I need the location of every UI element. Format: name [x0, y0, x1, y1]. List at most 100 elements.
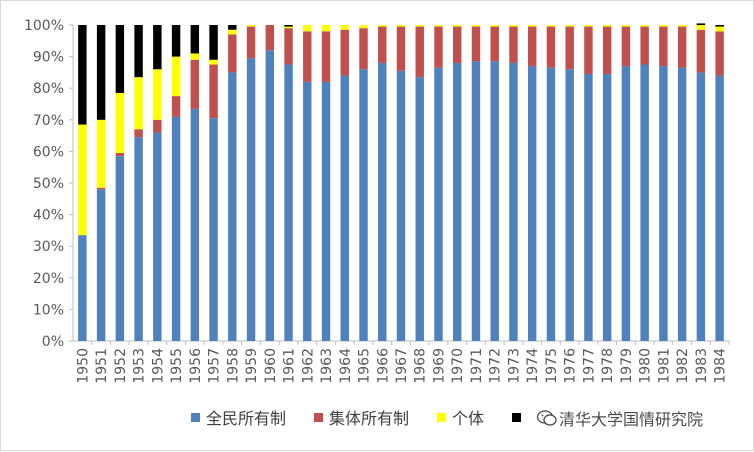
bar-segment — [190, 25, 200, 54]
y-tick-label: 90% — [33, 50, 64, 66]
bar-segment — [527, 26, 537, 67]
bar-segment — [415, 77, 424, 341]
bar-segment — [434, 26, 443, 68]
bar-segment — [584, 73, 593, 341]
bar-segment — [284, 25, 293, 27]
bar-segment — [546, 26, 556, 68]
x-tick-label: 1955 — [169, 348, 185, 384]
bar-segment — [677, 26, 687, 68]
bar-segment — [715, 25, 724, 27]
bar-segment — [171, 96, 181, 117]
bar-segment — [359, 69, 368, 342]
bar-segment — [134, 129, 143, 138]
x-tick-label: 1975 — [544, 348, 560, 384]
bar-segment — [602, 25, 612, 27]
bar-segment — [527, 25, 537, 27]
watermark-text: 清华大学国情研究院 — [559, 410, 704, 429]
bar-segment — [471, 26, 481, 62]
bar-segment — [228, 29, 237, 35]
legend-item-collective: 集体所有制 — [314, 405, 409, 429]
x-tick-label: 1982 — [675, 348, 691, 384]
legend-swatch — [437, 412, 447, 422]
x-tick-label: 1966 — [375, 348, 391, 384]
bar-segment — [246, 26, 256, 59]
legend-label: 集体所有制 — [329, 409, 410, 428]
bar-segment — [621, 66, 631, 341]
bar-segment — [96, 189, 106, 341]
x-tick-label: 1954 — [150, 348, 166, 384]
bar-segment — [415, 26, 424, 78]
bar-segment — [490, 26, 499, 62]
bar-segment — [677, 67, 687, 341]
bar-segment — [509, 62, 518, 342]
bar-segment — [303, 31, 312, 82]
bar-segment — [696, 72, 706, 342]
x-tick-label: 1964 — [338, 348, 354, 384]
bar-segment — [546, 25, 556, 27]
x-tick-label: 1971 — [469, 348, 485, 384]
bar-segment — [434, 67, 443, 341]
bar-segment — [153, 25, 162, 70]
x-tick-label: 1983 — [694, 348, 710, 384]
bar-segment — [584, 25, 593, 27]
bar-segment — [265, 25, 275, 51]
bar-segment — [228, 25, 237, 30]
x-tick-label: 1965 — [357, 348, 373, 384]
bar-segment — [209, 25, 218, 60]
bar-segment — [190, 108, 200, 342]
watermark: 清华大学国情研究院 — [537, 406, 703, 430]
bar-segment — [171, 25, 181, 57]
x-tick-label: 1979 — [619, 348, 635, 384]
bar-segment — [246, 58, 256, 342]
bar-segment — [396, 25, 406, 27]
bar-segment — [359, 25, 368, 29]
legend-swatch — [512, 412, 522, 422]
x-tick-label: 1951 — [94, 348, 110, 384]
bar-segment — [190, 59, 200, 109]
legend: 全民所有制 集体所有制 个体 — [191, 405, 555, 429]
bar-segment — [396, 26, 406, 71]
legend-label: 全民所有制 — [206, 409, 287, 428]
bar-segment — [621, 26, 631, 67]
bar-segment — [602, 26, 612, 74]
y-tick-label: 10% — [33, 302, 64, 318]
bar-segment — [659, 26, 668, 67]
bar-segment — [190, 53, 200, 60]
x-tick-label: 1973 — [506, 348, 522, 384]
x-tick-label: 1984 — [713, 348, 729, 384]
bar-segment — [134, 77, 143, 130]
x-tick-label: 1959 — [244, 348, 260, 384]
x-tick-label: 1974 — [525, 348, 541, 384]
bar-segment — [115, 25, 125, 93]
bar-segment — [321, 81, 331, 341]
bar-segment — [265, 50, 275, 341]
bar-segment — [153, 119, 162, 133]
bar-segment — [640, 25, 649, 27]
bar-segment — [696, 23, 706, 25]
bar-segment — [565, 25, 574, 27]
x-tick-label: 1956 — [188, 348, 204, 384]
bar-segment — [340, 25, 349, 30]
legend-swatch — [314, 412, 324, 422]
bar-segment — [453, 62, 462, 342]
legend-swatch — [191, 412, 200, 422]
y-tick-label: 70% — [33, 113, 64, 129]
bar-segment — [453, 26, 462, 63]
bar-segment — [565, 69, 574, 342]
bar-segment — [490, 61, 499, 342]
bar-segment — [115, 156, 125, 341]
bar-segment — [378, 62, 387, 342]
bar-segment — [115, 92, 125, 153]
x-tick-label: 1950 — [75, 348, 91, 384]
y-tick-label: 60% — [33, 144, 64, 160]
bar-segment — [490, 25, 499, 27]
bar-segment — [246, 25, 256, 27]
x-tick-label: 1963 — [319, 348, 335, 384]
bar-segment — [134, 137, 143, 341]
bar-segment — [96, 25, 106, 120]
y-tick-label: 50% — [33, 176, 64, 192]
bar-segment — [209, 59, 218, 65]
bar-segment — [471, 25, 481, 27]
x-tick-label: 1976 — [563, 348, 579, 384]
bar-segment — [696, 29, 706, 73]
